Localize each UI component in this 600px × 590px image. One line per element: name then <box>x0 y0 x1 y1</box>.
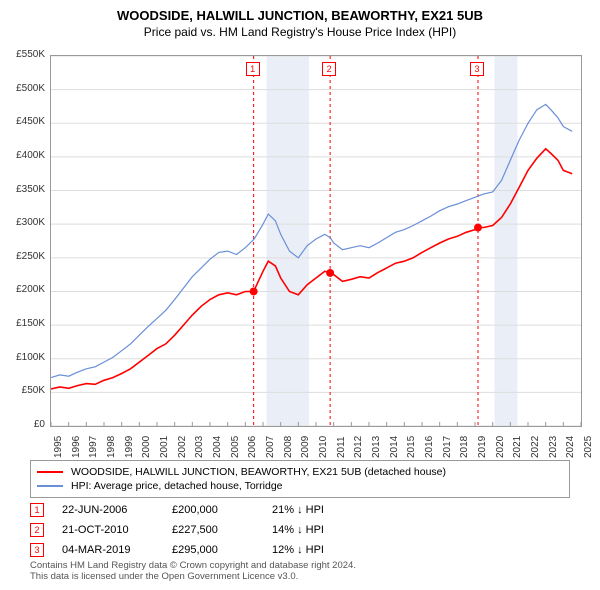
xtick-label: 2008 <box>283 436 294 458</box>
xtick-label: 2001 <box>159 436 170 458</box>
xtick-label: 2004 <box>212 436 223 458</box>
ytick-label: £250K <box>5 251 45 262</box>
sale-marker-1: 1 <box>30 503 44 517</box>
xtick-label: 2014 <box>389 436 400 458</box>
sale-diff-1: 21% ↓ HPI <box>272 504 372 516</box>
xtick-label: 2017 <box>442 436 453 458</box>
ytick-label: £100K <box>5 352 45 363</box>
xtick-label: 2000 <box>141 436 152 458</box>
chart-svg <box>51 56 581 426</box>
footer-line-1: Contains HM Land Registry data © Crown c… <box>30 560 356 571</box>
xtick-label: 2010 <box>318 436 329 458</box>
xtick-label: 1996 <box>71 436 82 458</box>
xtick-label: 2025 <box>583 436 594 458</box>
sale-row-3: 3 04-MAR-2019 £295,000 12% ↓ HPI <box>30 540 372 560</box>
sale-price-3: £295,000 <box>172 544 272 556</box>
xtick-label: 2020 <box>495 436 506 458</box>
ytick-label: £450K <box>5 116 45 127</box>
ytick-label: £150K <box>5 318 45 329</box>
sale-price-1: £200,000 <box>172 504 272 516</box>
legend-row-1: WOODSIDE, HALWILL JUNCTION, BEAWORTHY, E… <box>37 465 563 479</box>
ytick-label: £500K <box>5 83 45 94</box>
xtick-label: 2013 <box>371 436 382 458</box>
chart-title: WOODSIDE, HALWILL JUNCTION, BEAWORTHY, E… <box>0 0 600 23</box>
xtick-label: 2007 <box>265 436 276 458</box>
ytick-label: £50K <box>5 385 45 396</box>
legend-swatch-1 <box>37 471 63 473</box>
sale-diff-3: 12% ↓ HPI <box>272 544 372 556</box>
sale-marker-box: 1 <box>246 62 260 76</box>
xtick-label: 2022 <box>530 436 541 458</box>
sale-date-2: 21-OCT-2010 <box>62 524 172 536</box>
sale-marker-box: 3 <box>470 62 484 76</box>
ytick-label: £550K <box>5 49 45 60</box>
sales-table: 1 22-JUN-2006 £200,000 21% ↓ HPI 2 21-OC… <box>30 500 372 560</box>
xtick-label: 2002 <box>177 436 188 458</box>
footer: Contains HM Land Registry data © Crown c… <box>30 560 356 583</box>
ytick-label: £400K <box>5 150 45 161</box>
xtick-label: 2006 <box>247 436 258 458</box>
chart-subtitle: Price paid vs. HM Land Registry's House … <box>0 23 600 45</box>
sale-date-3: 04-MAR-2019 <box>62 544 172 556</box>
ytick-label: £350K <box>5 184 45 195</box>
xtick-label: 1999 <box>124 436 135 458</box>
xtick-label: 2012 <box>353 436 364 458</box>
ytick-label: £0 <box>5 419 45 430</box>
xtick-label: 2005 <box>230 436 241 458</box>
legend: WOODSIDE, HALWILL JUNCTION, BEAWORTHY, E… <box>30 460 570 498</box>
xtick-label: 2024 <box>565 436 576 458</box>
sale-price-2: £227,500 <box>172 524 272 536</box>
footer-line-2: This data is licensed under the Open Gov… <box>30 571 356 582</box>
legend-label-1: WOODSIDE, HALWILL JUNCTION, BEAWORTHY, E… <box>71 466 446 478</box>
xtick-label: 2015 <box>406 436 417 458</box>
sale-marker-box: 2 <box>322 62 336 76</box>
xtick-label: 2019 <box>477 436 488 458</box>
xtick-label: 2011 <box>336 436 347 458</box>
ytick-label: £300K <box>5 217 45 228</box>
xtick-label: 1995 <box>53 436 64 458</box>
xtick-label: 2023 <box>548 436 559 458</box>
xtick-label: 2003 <box>194 436 205 458</box>
sale-date-1: 22-JUN-2006 <box>62 504 172 516</box>
xtick-label: 1998 <box>106 436 117 458</box>
xtick-label: 2021 <box>512 436 523 458</box>
legend-row-2: HPI: Average price, detached house, Torr… <box>37 479 563 493</box>
legend-label-2: HPI: Average price, detached house, Torr… <box>71 480 283 492</box>
xtick-label: 2009 <box>300 436 311 458</box>
sale-marker-3: 3 <box>30 543 44 557</box>
legend-swatch-2 <box>37 485 63 487</box>
sale-diff-2: 14% ↓ HPI <box>272 524 372 536</box>
xtick-label: 2018 <box>459 436 470 458</box>
sale-row-1: 1 22-JUN-2006 £200,000 21% ↓ HPI <box>30 500 372 520</box>
ytick-label: £200K <box>5 284 45 295</box>
xtick-label: 1997 <box>88 436 99 458</box>
sale-marker-2: 2 <box>30 523 44 537</box>
plot-area <box>50 55 582 427</box>
xtick-label: 2016 <box>424 436 435 458</box>
chart-container: WOODSIDE, HALWILL JUNCTION, BEAWORTHY, E… <box>0 0 600 590</box>
sale-row-2: 2 21-OCT-2010 £227,500 14% ↓ HPI <box>30 520 372 540</box>
